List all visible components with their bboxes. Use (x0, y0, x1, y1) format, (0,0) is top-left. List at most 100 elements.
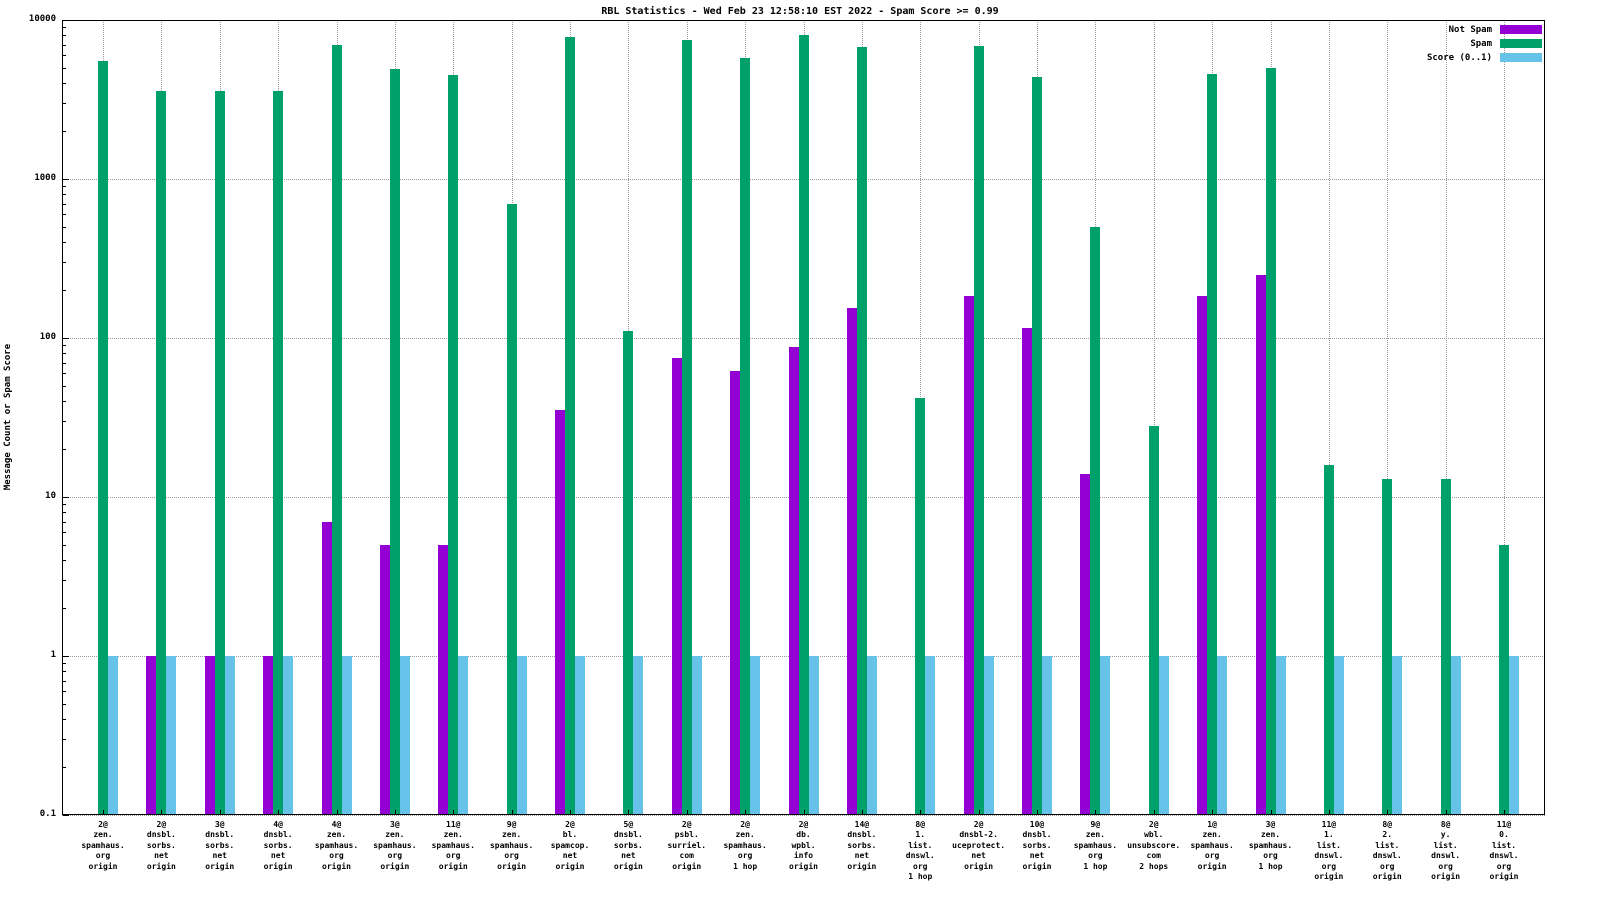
x-tick (803, 810, 805, 815)
bar-spam (156, 90, 167, 815)
x-tick-label: 8@ 2. list. dnswl. org origin (1372, 820, 1402, 881)
bar-spam (1440, 478, 1451, 815)
bar-not-spam (846, 307, 857, 815)
x-tick (745, 810, 747, 815)
y-minor-tick (63, 55, 66, 57)
x-tick-label: 11@ zen. spamhaus. org origin (431, 820, 475, 871)
y-minor-tick (63, 186, 66, 188)
y-minor-tick (63, 67, 66, 69)
y-minor-tick (63, 449, 66, 451)
x-gridline (1153, 20, 1155, 815)
x-tick (278, 810, 280, 815)
bar-score (1392, 656, 1403, 815)
y-minor-tick (63, 214, 66, 216)
x-tick (1504, 810, 1505, 815)
bar-score (1275, 656, 1286, 815)
y-minor-tick (63, 103, 66, 105)
bar-spam (565, 37, 575, 815)
x-tick-label: 2@ wbl. unsubscore. com 2 hops (1127, 820, 1181, 871)
y-major-tick (63, 338, 69, 339)
y-minor-tick (63, 544, 66, 546)
x-tick (511, 810, 513, 815)
legend-label: Score (0..1) (1426, 52, 1492, 63)
bar-spam (389, 69, 400, 815)
legend-item-not-spam: Not Spam (1427, 24, 1542, 35)
bar-spam (1265, 67, 1276, 815)
x-gridline (1387, 20, 1389, 815)
x-tick-label: 2@ psbl. surriel. com origin (667, 820, 707, 871)
y-minor-tick (63, 345, 66, 347)
bar-spam (273, 90, 284, 815)
y-tick-label: 0.1 (39, 809, 56, 819)
bar-not-spam (379, 544, 390, 815)
x-tick-label: 11@ 1. list. dnswl. org origin (1314, 820, 1344, 881)
x-tick-label: 10@ dnsbl. sorbs. net origin (1022, 820, 1052, 871)
x-tick (1270, 810, 1272, 815)
plot-border (62, 20, 1545, 815)
bar-not-spam (263, 656, 274, 815)
y-minor-tick (63, 663, 66, 665)
y-minor-tick (63, 532, 66, 534)
y-minor-tick (63, 131, 66, 133)
bar-score (166, 656, 177, 815)
x-tick (628, 810, 630, 815)
x-tick-label: 11@ 0. list. dnswl. org origin (1489, 820, 1519, 881)
x-tick-label: 3@ zen. spamhaus. org origin (373, 820, 417, 871)
y-minor-tick (63, 671, 66, 673)
bar-spam (1207, 73, 1218, 815)
x-tick-label: 2@ dnsbl. sorbs. net origin (146, 820, 176, 871)
y-tick-label: 10 (45, 491, 56, 501)
bar-spam (1090, 226, 1101, 815)
y-minor-tick (63, 83, 66, 85)
bar-not-spam (730, 371, 741, 815)
bar-score (575, 656, 585, 815)
x-tick-label: 2@ zen. spamhaus. org 1 hop (723, 820, 767, 871)
legend-item-spam: Spam (1427, 38, 1542, 49)
x-tick-label: 8@ y. list. dnswl. org origin (1431, 820, 1461, 881)
bar-score (458, 656, 469, 815)
y-minor-tick (63, 242, 66, 244)
x-tick (453, 810, 455, 815)
y-minor-tick (63, 262, 66, 264)
bar-not-spam (1255, 274, 1266, 815)
y-minor-tick (63, 290, 66, 292)
x-tick-label: 14@ dnsbl. sorbs. net origin (847, 820, 877, 871)
x-tick-label: 3@ zen. spamhaus. org 1 hop (1248, 820, 1293, 871)
x-tick-label: 8@ 1. list. dnswl. org 1 hop (905, 820, 935, 881)
x-tick-label: 2@ bl. spamcop. net origin (550, 820, 590, 871)
bar-spam (740, 57, 751, 815)
x-tick (1153, 810, 1155, 815)
bar-not-spam (1197, 295, 1208, 815)
bar-score (750, 656, 761, 815)
y-minor-tick (63, 703, 66, 705)
bar-score (1509, 656, 1519, 815)
bar-score (691, 656, 702, 815)
bar-score (1217, 656, 1228, 815)
x-tick (103, 810, 104, 815)
y-minor-tick (63, 203, 66, 205)
x-tick (978, 810, 980, 815)
x-tick (1212, 810, 1214, 815)
bar-score (399, 656, 410, 815)
bar-spam (448, 75, 459, 815)
bar-score (1100, 656, 1111, 815)
bar-spam (331, 44, 342, 815)
x-tick (1387, 810, 1389, 815)
bar-score (633, 656, 644, 815)
x-tick (161, 810, 163, 815)
x-tick (686, 810, 688, 815)
y-minor-tick (63, 35, 66, 37)
y-major-tick (63, 656, 69, 657)
y-minor-tick (63, 691, 66, 693)
y-minor-tick (63, 680, 66, 682)
bar-not-spam (963, 295, 974, 815)
bar-score (341, 656, 352, 815)
y-gridline (62, 815, 1545, 816)
bar-spam (214, 90, 225, 815)
x-tick-label: 2@ db. wpbl. info origin (789, 820, 818, 871)
legend-swatch (1500, 25, 1542, 34)
bar-score (925, 656, 936, 815)
bar-spam (506, 203, 517, 815)
bar-spam (681, 39, 692, 815)
